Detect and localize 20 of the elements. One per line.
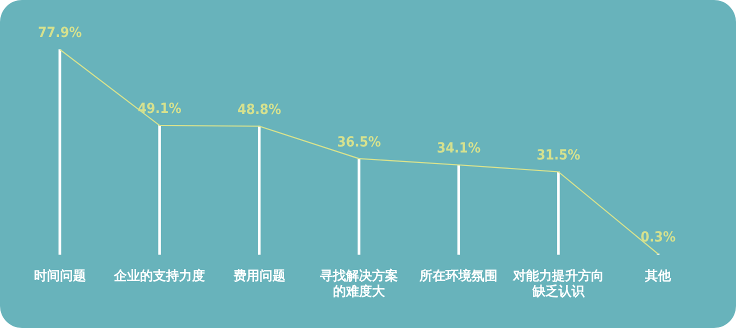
data-label: 0.3% <box>640 230 676 246</box>
x-tick-label: 企业的支持力度 <box>113 268 206 284</box>
data-label: 34.1% <box>436 140 481 157</box>
x-tick-label: 寻找解决方案的难度大 <box>319 268 398 300</box>
bar <box>457 164 460 255</box>
x-tick-label: 对能力提升方向缺乏认识 <box>512 268 604 300</box>
data-label: 77.9% <box>38 25 82 42</box>
bar <box>358 158 360 255</box>
x-tick-label: 其他 <box>644 268 672 284</box>
data-label: 49.1% <box>138 101 182 118</box>
x-tick-label: 费用问题 <box>232 268 286 284</box>
data-label: 31.5% <box>536 147 581 164</box>
x-tick-label: 所在环境氛围 <box>418 268 498 284</box>
bar <box>258 126 261 255</box>
bar <box>58 49 62 255</box>
data-label: 48.8% <box>237 102 282 118</box>
data-label: 36.5% <box>337 134 382 150</box>
bar <box>158 125 161 255</box>
bar <box>557 171 560 255</box>
x-tick-label: 时间问题 <box>34 268 86 284</box>
